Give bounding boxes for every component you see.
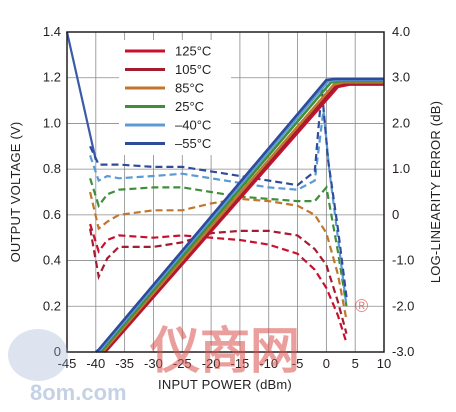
x-tick-label: -45: [58, 356, 77, 371]
x-tick-label: -30: [144, 356, 163, 371]
plot-frame: [66, 31, 385, 353]
y2-tick-label: -2.0: [392, 298, 414, 313]
x-tick-label: -25: [173, 356, 192, 371]
legend-label: 105°C: [175, 62, 211, 77]
watermark: 8om.com 仪商网 ®: [8, 296, 368, 405]
y-tick-label: 0: [54, 344, 61, 359]
legend-label: 85°C: [175, 81, 204, 96]
watermark-text: 仪商网: [149, 321, 300, 380]
x-tick-label: -35: [115, 356, 134, 371]
error-line-0: [89, 223, 348, 344]
y-tick-label: 1.0: [43, 115, 61, 130]
error-steep-segment: [65, 31, 97, 161]
y-tick-label: 1.2: [43, 70, 61, 85]
x-tick-label: 10: [377, 356, 391, 371]
x-tick-label: 5: [352, 356, 359, 371]
x-axis-label: INPUT POWER (dBm): [158, 377, 292, 392]
voltage-curves: [94, 77, 384, 354]
y2-axis-label: LOG-LINEARITY ERROR (dB): [428, 101, 443, 283]
legend-label: –55°C: [175, 136, 211, 151]
x-tick-label: -5: [292, 356, 304, 371]
y-tick-label: 1.4: [43, 24, 61, 39]
watermark-logo: [8, 329, 68, 381]
voltage-line-5: [94, 77, 384, 354]
x-tick-label: -15: [231, 356, 250, 371]
y-tick-label: 0.6: [43, 207, 61, 222]
legend-label: 125°C: [175, 44, 211, 59]
y2-tick-label: 4.0: [392, 24, 410, 39]
legend-label: 25°C: [175, 99, 204, 114]
tick-labels: -45 -40 -35 -30 -25 -20 -15 -10 -5 0 5 10 0 0.2 0.4 0.6…: [43, 24, 414, 371]
legend-background: [119, 40, 231, 155]
x-tick-label: 0: [323, 356, 330, 371]
legend: 125°C 105°C 85°C 25°C –40°C –55°C: [119, 40, 231, 155]
y2-tick-label: -1.0: [392, 253, 414, 268]
y-axis-label: OUTPUT VOLTAGE (V): [8, 122, 23, 263]
y2-tick-label: -3.0: [392, 344, 414, 359]
y-tick-label: 0.2: [43, 298, 61, 313]
y-tick-label: 0.4: [43, 253, 61, 268]
y2-tick-label: 0: [392, 207, 399, 222]
y2-tick-label: 2.0: [392, 115, 410, 130]
x-tick-label: -40: [86, 356, 105, 371]
watermark-url: 8om.com: [30, 380, 127, 405]
x-tick-label: -10: [259, 356, 278, 371]
y-tick-label: 0.8: [43, 161, 61, 176]
error-line-1: [89, 228, 348, 334]
y2-tick-label: 1.0: [392, 161, 410, 176]
watermark-registered: ®: [355, 296, 368, 316]
y2-tick-label: 3.0: [392, 70, 410, 85]
error-line-3: [89, 177, 348, 307]
legend-label: –40°C: [175, 118, 211, 133]
x-tick-label: -20: [202, 356, 221, 371]
